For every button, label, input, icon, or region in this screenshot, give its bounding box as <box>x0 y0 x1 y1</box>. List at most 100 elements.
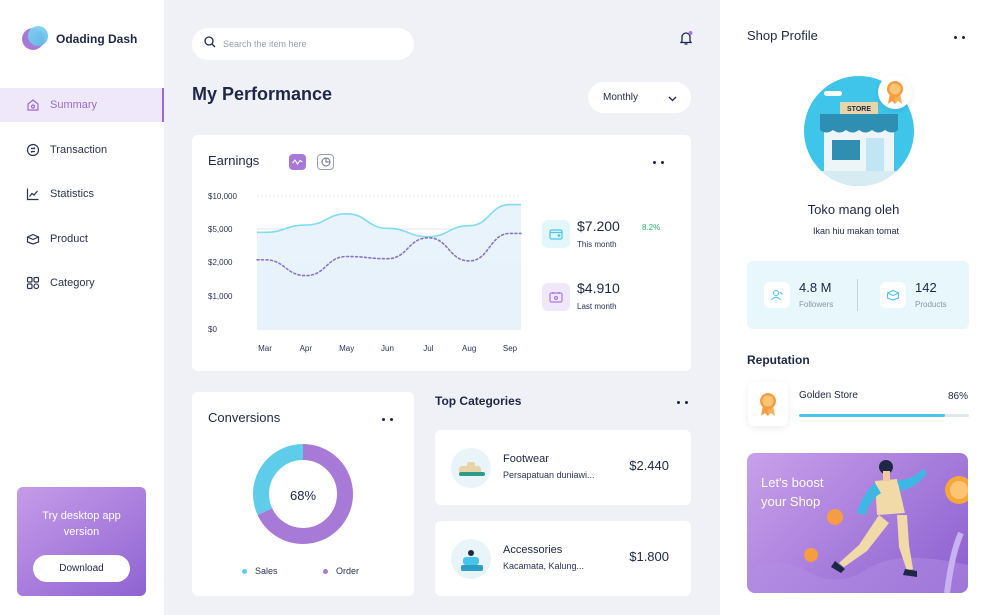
conversions-card: Conversions 68% Sales Order <box>192 392 414 596</box>
store-sign-text: STORE <box>847 106 871 113</box>
line-chart-toggle-icon[interactable] <box>289 154 306 170</box>
y-tick-label: $1,000 <box>208 292 233 301</box>
sidebar-nav: Summary Transaction Statistics Product C… <box>0 88 164 311</box>
top-categories-title: Top Categories <box>435 394 522 408</box>
followers-count: 4.8 M <box>799 280 832 295</box>
medal-icon <box>878 75 912 109</box>
this-month-change: 8.2% <box>642 223 661 232</box>
more-options-icon[interactable] <box>677 401 688 404</box>
more-options-icon[interactable] <box>653 161 664 164</box>
search-input[interactable] <box>223 39 403 49</box>
x-tick-label: May <box>339 344 354 353</box>
calendar-money-icon <box>542 283 570 311</box>
series-area <box>257 204 521 329</box>
category-desc: Kacamata, Kalung... <box>503 561 585 571</box>
earnings-title: Earnings <box>208 153 260 168</box>
summary-icon <box>26 98 40 112</box>
desktop-app-promo: Try desktop app version Download <box>17 487 146 596</box>
more-options-icon[interactable] <box>954 36 965 39</box>
legend-sales: Sales <box>242 566 278 576</box>
reputation-title: Reputation <box>747 353 810 367</box>
y-tick-label: $2,000 <box>208 258 233 267</box>
shop-description: Ikan hiu makan tomat <box>812 226 900 236</box>
products-count: 142 <box>915 280 937 295</box>
shoe-icon <box>451 448 491 488</box>
promo-text: Try desktop app version <box>42 510 121 538</box>
followers-label: Followers <box>799 300 834 309</box>
y-tick-label: $5,000 <box>208 225 233 234</box>
x-tick-label: Sep <box>503 344 518 353</box>
runner-illustration <box>747 460 968 593</box>
y-tick-label: $10,000 <box>208 192 237 201</box>
period-select-value: Monthly <box>603 92 639 103</box>
x-tick-label: Aug <box>462 344 476 353</box>
sidebar-item-label: Transaction <box>50 143 108 156</box>
transaction-icon <box>26 143 40 157</box>
reputation-name: Golden Store <box>799 390 858 401</box>
last-month-label: Last month <box>577 302 617 311</box>
sidebar-item-product[interactable]: Product <box>0 222 164 256</box>
category-item-footwear[interactable]: Footwear Persapatuan duniawi... $2.440 <box>435 430 691 505</box>
sidebar-item-label: Statistics <box>50 188 95 200</box>
shop-profile-panel: Shop Profile STORE Toko mang oleh Ikan h… <box>720 0 987 615</box>
y-tick-label: $0 <box>208 325 217 334</box>
boost-shop-banner[interactable]: Let's boost your Shop <box>747 453 968 593</box>
reputation-progress-fill <box>799 414 946 417</box>
golden-medal-icon <box>748 382 788 426</box>
store-illustration: STORE <box>804 76 914 186</box>
statistics-icon <box>26 187 40 201</box>
search-icon <box>204 35 216 53</box>
donut-slice-sales <box>253 444 353 544</box>
x-tick-label: Apr <box>300 344 313 353</box>
sidebar-item-statistics[interactable]: Statistics <box>0 177 164 211</box>
category-price: $1.800 <box>629 549 669 564</box>
sidebar-item-summary[interactable]: Summary <box>0 88 164 122</box>
download-button[interactable]: Download <box>33 555 130 582</box>
shop-name: Toko mang oleh <box>807 202 900 217</box>
donut-center-label: 68% <box>289 488 317 503</box>
reputation-progress-bar <box>799 414 969 417</box>
followers-icon <box>764 282 790 308</box>
category-name: Footwear <box>503 453 549 465</box>
x-tick-label: Mar <box>258 344 272 353</box>
sidebar-item-transaction[interactable]: Transaction <box>0 133 164 167</box>
app-logo[interactable]: Odading Dash <box>22 26 137 52</box>
notification-bell-icon[interactable] <box>678 30 694 46</box>
period-select[interactable]: Monthly <box>588 82 691 113</box>
legend-swatch <box>242 568 247 574</box>
series-line-solid <box>256 203 521 238</box>
app-name: Odading Dash <box>56 32 138 46</box>
sidebar: Odading Dash Summary Transaction Statist… <box>0 0 164 615</box>
boost-text: Let's boost your Shop <box>761 475 824 509</box>
series-line-dotted <box>256 232 522 277</box>
sidebar-item-label: Summary <box>50 99 98 111</box>
this-month-label: This month <box>577 240 617 249</box>
last-month-value: $4.910 <box>577 280 620 296</box>
earnings-card: Earnings $10,000 $5,000 $2,000 $1,000 $0 Mar A… <box>192 135 691 371</box>
box-icon <box>880 282 906 308</box>
pie-chart-toggle-icon[interactable] <box>317 154 334 170</box>
this-month-value: $7.200 <box>577 218 620 234</box>
category-icon <box>26 276 40 290</box>
page-title: My Performance <box>192 84 333 104</box>
divider <box>857 279 858 311</box>
chevron-down-icon <box>668 94 677 105</box>
category-desc: Persapatuan duniawi... <box>503 470 595 480</box>
sidebar-item-category[interactable]: Category <box>0 266 164 300</box>
products-label: Products <box>915 300 947 309</box>
x-tick-label: Jun <box>381 344 394 353</box>
sidebar-item-label: Category <box>50 277 95 289</box>
category-price: $2.440 <box>629 458 669 473</box>
reputation-percent: 86% <box>947 391 968 402</box>
conversions-donut-chart <box>253 444 353 544</box>
x-tick-label: Jul <box>423 344 433 353</box>
category-name: Accessories <box>503 544 563 556</box>
search-bar[interactable] <box>192 28 414 60</box>
earnings-line-chart: $10,000 $5,000 $2,000 $1,000 $0 Mar Apr May Jun J… <box>208 192 522 353</box>
category-item-accessories[interactable]: Accessories Kacamata, Kalung... $1.800 <box>435 521 691 596</box>
accessories-icon <box>451 539 491 579</box>
legend-order: Order <box>323 566 359 576</box>
shop-stats: 4.8 M Followers 142 Products <box>747 261 969 329</box>
more-options-icon[interactable] <box>382 418 393 421</box>
wallet-icon <box>542 220 570 248</box>
